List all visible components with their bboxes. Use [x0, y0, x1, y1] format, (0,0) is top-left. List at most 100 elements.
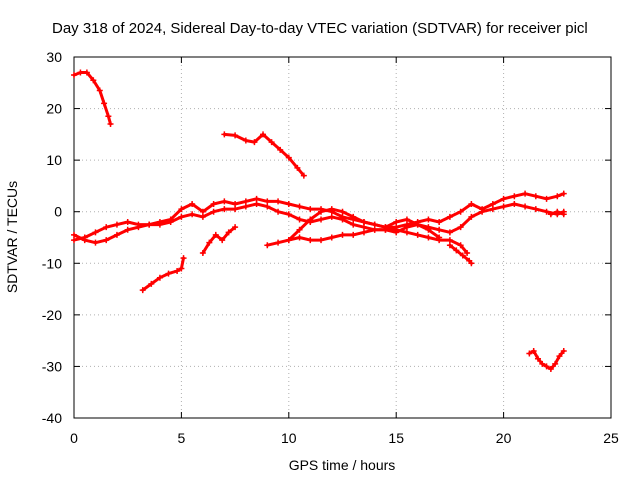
y-tick-label: -20: [42, 307, 62, 323]
series-line-s2: [222, 132, 306, 178]
y-tick-label: 30: [46, 49, 62, 65]
series-line-s6: [72, 192, 566, 242]
data-point: [543, 195, 550, 202]
data-point: [156, 221, 163, 228]
data-point: [251, 139, 258, 146]
y-tick-label: -30: [42, 358, 62, 374]
data-point: [232, 206, 239, 213]
data-point: [264, 198, 271, 205]
data-point: [446, 242, 453, 249]
data-point: [199, 208, 206, 215]
data-point: [206, 239, 213, 246]
data-point: [189, 211, 196, 218]
data-point: [328, 213, 335, 220]
data-point: [530, 347, 537, 354]
data-point: [107, 121, 114, 128]
data-point: [296, 216, 303, 223]
data-point: [532, 193, 539, 200]
data-point: [446, 237, 453, 244]
data-point: [543, 363, 550, 370]
data-point: [285, 211, 292, 218]
data-point: [275, 198, 282, 205]
data-point: [285, 237, 292, 244]
x-tick-labels: 0 5 10 15 20 25: [70, 430, 619, 446]
x-tick-label: 10: [281, 430, 297, 446]
data-point: [232, 132, 239, 139]
data-point: [554, 208, 561, 215]
data-point: [285, 200, 292, 207]
data-point: [92, 239, 99, 246]
series-line-s4: [141, 256, 185, 292]
data-point: [296, 203, 303, 210]
data-point: [90, 77, 97, 84]
data-point: [403, 216, 410, 223]
data-point: [547, 366, 554, 373]
data-point: [560, 347, 567, 354]
data-point: [199, 249, 206, 256]
y-tick-label: 20: [46, 101, 62, 117]
data-point: [539, 360, 546, 367]
data-point: [221, 198, 228, 205]
data-point: [178, 213, 185, 220]
data-point: [180, 255, 187, 262]
data-point: [148, 280, 155, 287]
series-markers-s3: [526, 347, 567, 373]
data-point: [71, 237, 77, 244]
data-point: [328, 206, 335, 213]
data-point: [113, 231, 120, 238]
data-point: [360, 219, 367, 226]
data-point: [489, 200, 496, 207]
data-point: [307, 216, 314, 223]
data-point: [534, 355, 541, 362]
data-point: [221, 206, 228, 213]
series-markers-s4: [139, 255, 187, 294]
data-point: [360, 224, 367, 231]
data-point: [522, 203, 529, 210]
data-point: [242, 198, 249, 205]
data-point: [264, 242, 271, 249]
data-point: [253, 200, 260, 207]
y-tick-label: 10: [46, 152, 62, 168]
x-tick-label: 15: [388, 430, 404, 446]
data-point: [446, 213, 453, 220]
data-point: [489, 206, 496, 213]
data-point: [101, 100, 108, 107]
data-point: [219, 237, 226, 244]
data-point: [296, 234, 303, 241]
data-point: [436, 219, 443, 226]
series-line-s5: [201, 225, 237, 255]
data-point: [318, 216, 325, 223]
data-point: [232, 224, 239, 231]
data-point: [83, 69, 90, 76]
data-point: [105, 113, 112, 120]
data-point: [71, 231, 77, 238]
series-markers-s10: [446, 242, 475, 267]
x-axis-label: GPS time / hours: [289, 457, 396, 473]
data-point: [393, 226, 400, 233]
data-point: [307, 206, 314, 213]
data-point: [210, 208, 217, 215]
data-point: [328, 234, 335, 241]
data-point: [264, 203, 271, 210]
data-point: [268, 139, 275, 146]
data-point: [532, 206, 539, 213]
data-point: [124, 219, 131, 226]
axis-ticks: [73, 56, 612, 419]
data-point: [500, 195, 507, 202]
data-point: [554, 193, 561, 200]
data-point: [371, 221, 378, 228]
data-point: [300, 172, 307, 179]
data-point: [457, 224, 464, 231]
data-point: [468, 200, 475, 207]
series-markers-s1: [71, 69, 114, 128]
data-point: [453, 247, 460, 254]
data-point: [135, 224, 142, 231]
data-point: [436, 226, 443, 233]
data-point: [360, 229, 367, 236]
data-point: [425, 216, 432, 223]
data-point: [560, 211, 567, 218]
y-axis-label: SDTVAR / TECUs: [4, 181, 20, 293]
data-point: [436, 234, 443, 241]
data-point: [414, 231, 421, 238]
data-point: [139, 287, 146, 294]
